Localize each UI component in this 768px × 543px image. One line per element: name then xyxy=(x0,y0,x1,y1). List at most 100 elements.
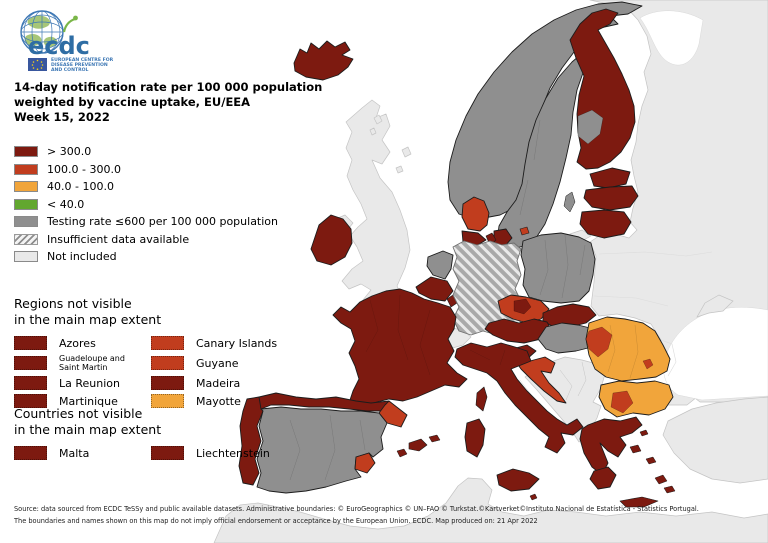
regions-heading: Regions not visible in the main map exte… xyxy=(14,296,162,327)
map-title: 14-day notification rate per 100 000 pop… xyxy=(14,80,322,125)
legend-swatch-insufficient xyxy=(14,233,38,245)
east-internal-border-3 xyxy=(660,339,677,377)
region-swatch-martinique xyxy=(14,394,47,408)
region-label: Guyane xyxy=(196,356,239,370)
legend-swatch-40-100 xyxy=(14,181,38,193)
legend-row: Insufficient data available xyxy=(14,231,278,249)
country-swatch-malta xyxy=(14,446,47,460)
ecdc-logo: ecdc EUROPEAN CENTRE FOR DISEASE PREVENT… xyxy=(12,6,132,78)
country-label: Malta xyxy=(59,446,90,460)
map-region-finland xyxy=(569,8,636,170)
map-region-aegean-island xyxy=(645,456,657,465)
legend-row: 40.0 - 100.0 xyxy=(14,178,278,196)
map-region-prague xyxy=(513,298,532,315)
regions-grid: Azores Canary Islands Guadeloupe and Sai… xyxy=(14,336,316,408)
region-label: Mayotte xyxy=(196,394,241,408)
map-region-faroe xyxy=(369,114,383,136)
map-region-aegean-island xyxy=(639,429,649,437)
legend-row: < 40.0 xyxy=(14,196,278,214)
region-swatch-madeira xyxy=(151,376,184,390)
map-region-aegean-island xyxy=(629,444,642,454)
map-region-france xyxy=(332,288,468,408)
region-label: Azores xyxy=(59,336,96,350)
legend-row: 100.0 - 300.0 xyxy=(14,161,278,179)
map-region-turkey xyxy=(662,396,768,484)
map-region-ibiza xyxy=(396,448,408,458)
region-swatch-azores xyxy=(14,336,47,350)
map-region-bornholm xyxy=(519,226,530,236)
map-region-italy xyxy=(454,342,584,454)
map-region-menorca xyxy=(428,434,441,443)
map-source-note: Source: data sourced from ECDC TeSSy and… xyxy=(14,503,762,527)
internal-borders-spain xyxy=(289,414,366,481)
map-region-aegean-island xyxy=(654,474,668,485)
legend-swatch-100-300 xyxy=(14,163,38,175)
map-region-romania-west xyxy=(585,326,613,358)
internal-borders-balkans xyxy=(559,361,587,401)
map-region-north-africa xyxy=(213,477,768,543)
legend-swatch-lt40 xyxy=(14,198,38,210)
map-region-crimea xyxy=(696,294,734,318)
legend-label: 100.0 - 300.0 xyxy=(47,162,121,176)
east-internal-border-1 xyxy=(598,251,713,257)
logo-org-line1: EUROPEAN CENTRE FOR xyxy=(51,57,114,63)
map-region-estonia xyxy=(589,167,631,189)
logo-org-line2: DISEASE PREVENTION xyxy=(51,62,108,68)
regions-not-visible-section: Regions not visible in the main map exte… xyxy=(14,296,316,408)
legend-swatch-gt300 xyxy=(14,146,38,158)
map-region-aegean-island xyxy=(663,485,676,494)
legend-label: Testing rate ≤600 per 100 000 population xyxy=(47,215,279,229)
footer-line-1: Source: data sourced from ECDC TeSSy and… xyxy=(14,505,699,513)
eu-flag-icon xyxy=(28,58,47,71)
map-region-crete xyxy=(619,496,659,508)
map-region-lithuania xyxy=(579,209,632,239)
legend-label: Insufficient data available xyxy=(47,232,190,246)
countries-not-visible-section: Countries not visible in the main map ex… xyxy=(14,406,316,460)
countries-grid: Malta Liechtenstein xyxy=(14,446,316,460)
footer-line-2: The boundaries and names shown on this m… xyxy=(14,517,538,525)
map-region-croatia xyxy=(513,356,567,404)
logo-acronym: ecdc xyxy=(28,32,90,60)
map-region-denmark-jutland xyxy=(461,196,490,232)
region-label: La Reunion xyxy=(59,376,120,390)
map-region-latvia xyxy=(583,185,639,211)
legend-swatch-not-included xyxy=(14,251,38,263)
map-region-corsica xyxy=(475,386,488,412)
region-swatch-guyane xyxy=(151,356,184,370)
east-internal-border-2 xyxy=(593,295,669,307)
title-line-3: Week 15, 2022 xyxy=(14,110,110,124)
map-region-bulgaria-southwest xyxy=(610,390,634,414)
map-region-murcia xyxy=(354,452,376,474)
map-region-bulgaria xyxy=(598,380,674,418)
internal-borders-sweden xyxy=(519,119,541,216)
map-legend: > 300.0 100.0 - 300.0 40.0 - 100.0 < 40.… xyxy=(14,143,278,266)
region-swatch-la-reunion xyxy=(14,376,47,390)
map-region-small-island xyxy=(529,493,538,501)
countries-heading: Countries not visible in the main map ex… xyxy=(14,406,162,437)
region-label: Madeira xyxy=(196,376,241,390)
map-region-gotland xyxy=(563,191,576,213)
country-label: Liechtenstein xyxy=(196,446,270,460)
map-region-netherlands xyxy=(426,250,454,280)
map-region-sicily xyxy=(496,468,540,492)
title-line-1: 14-day notification rate per 100 000 pop… xyxy=(14,80,323,94)
sprout-icon xyxy=(62,17,76,33)
internal-borders-romania xyxy=(607,324,639,379)
region-label: Guadeloupe and Saint Martin xyxy=(59,354,125,372)
legend-label: 40.0 - 100.0 xyxy=(47,180,114,194)
legend-row: > 300.0 xyxy=(14,143,278,161)
map-region-peloponnese xyxy=(589,466,617,490)
map-region-iceland xyxy=(293,40,354,81)
internal-borders-italy xyxy=(469,349,533,397)
map-region-mallorca xyxy=(408,438,428,452)
map-region-finland-west xyxy=(577,109,604,145)
legend-label: < 40.0 xyxy=(47,197,85,211)
map-region-sardinia xyxy=(464,418,486,458)
country-swatch-liechtenstein xyxy=(151,446,184,460)
region-swatch-canary-islands xyxy=(151,336,184,350)
map-region-bucharest xyxy=(642,358,654,370)
map-region-poland xyxy=(520,232,596,304)
title-line-2: weighted by vaccine uptake, EU/EEA xyxy=(14,95,251,109)
legend-swatch-testing xyxy=(14,216,38,228)
